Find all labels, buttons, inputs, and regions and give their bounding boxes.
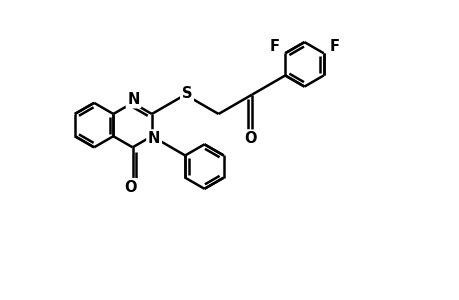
Text: F: F <box>269 39 279 54</box>
Text: S: S <box>181 86 192 101</box>
Text: O: O <box>124 180 136 195</box>
Text: N: N <box>127 92 140 107</box>
Text: N: N <box>148 131 160 146</box>
Text: O: O <box>244 131 257 146</box>
Text: F: F <box>329 39 339 54</box>
